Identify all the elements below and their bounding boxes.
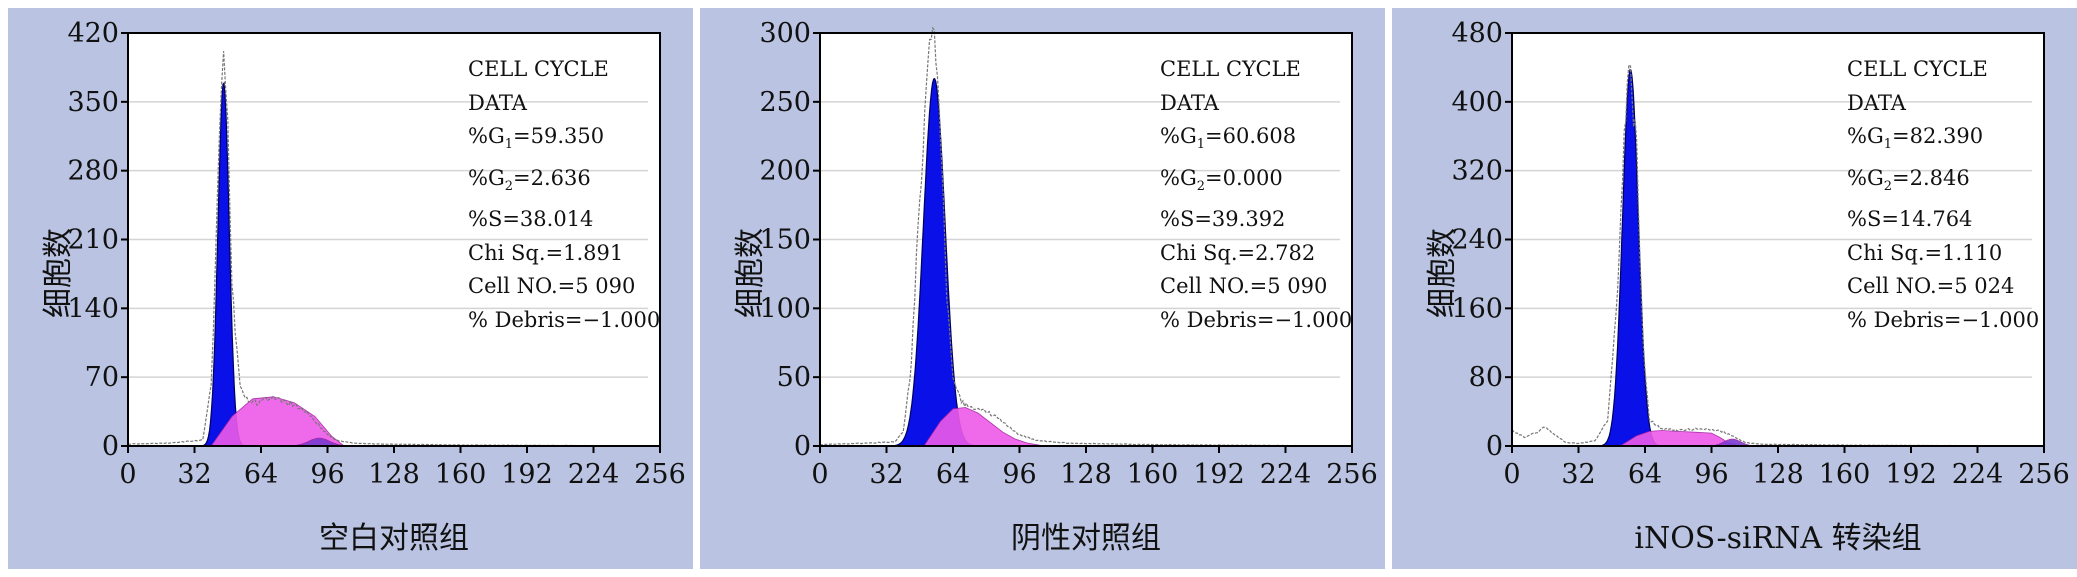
cell-cycle-stats: CELL CYCLE DATA %G1=59.350 %G2=2.636 %S=… (468, 53, 660, 337)
x-axis-label: 空白对照组 (319, 521, 469, 556)
y-tick-label: 100 (759, 293, 811, 324)
stats-title-cont: DATA (468, 90, 527, 115)
x-tick-label: 0 (119, 459, 136, 490)
s-stat: %S=14.764 (1847, 207, 1973, 232)
chi-sq-stat: Chi Sq.=2.782 (1160, 240, 1316, 265)
debris-stat: % Debris=−1.000 (1847, 307, 2040, 332)
y-tick-label: 80 (1469, 362, 1503, 393)
y-tick-label: 150 (759, 225, 811, 256)
x-tick-label: 192 (1885, 459, 1937, 490)
y-tick-label: 280 (67, 156, 119, 187)
histogram-panel-3: 0 80 160 240 320 400 480 0 32 64 96 128 160 192 224 256… (1392, 8, 2077, 569)
cell-count-stat: Cell NO.=5 024 (1847, 274, 2015, 299)
cell-count-stat: Cell NO.=5 090 (468, 274, 636, 299)
x-tick-label: 32 (177, 459, 211, 490)
x-tick-label: 0 (1503, 459, 1520, 490)
x-tick-label: 224 (1952, 459, 2004, 490)
x-tick-label: 0 (811, 459, 828, 490)
debris-stat: % Debris=−1.000 (1160, 307, 1353, 332)
x-tick-label: 192 (1193, 459, 1245, 490)
y-axis-label: 细胞数 (733, 228, 768, 318)
stats-title: CELL CYCLE (1160, 57, 1301, 81)
y-tick-label: 70 (85, 362, 119, 393)
s-stat: %S=39.392 (1160, 207, 1286, 232)
cell-cycle-stats: CELL CYCLE DATA %G1=82.390 %G2=2.846 %S=… (1847, 53, 2039, 337)
x-axis-label: iNOS-siRNA 转染组 (1634, 521, 1922, 556)
y-tick-label: 420 (67, 18, 119, 49)
y-axis-label: 细胞数 (41, 228, 76, 318)
x-tick-label: 96 (310, 459, 344, 490)
y-tick-label: 250 (759, 87, 811, 118)
x-tick-label: 256 (1326, 459, 1378, 490)
cell-cycle-stats: CELL CYCLE DATA %G1=60.608 %G2=0.000 %S=… (1160, 53, 1352, 337)
g2-stat: %G2=2.636 (468, 165, 591, 194)
g1-stat: %G1=59.350 (468, 124, 605, 153)
x-tick-label: 64 (244, 459, 278, 490)
x-tick-label: 160 (435, 459, 487, 490)
g1-stat: %G1=82.390 (1847, 124, 1984, 153)
g2-stat: %G2=0.000 (1160, 165, 1283, 194)
y-tick-label: 400 (1451, 87, 1503, 118)
stats-title-cont: DATA (1847, 90, 1906, 115)
x-tick-label: 224 (1260, 459, 1312, 490)
histogram-plot-1: 0 70 140 210 280 350 420 0 32 64 96 128 160 192 224 256 (67, 18, 686, 490)
x-tick-label: 160 (1127, 459, 1179, 490)
x-tick-label: 224 (568, 459, 620, 490)
x-tick-label: 128 (1060, 459, 1112, 490)
y-tick-label: 200 (759, 156, 811, 187)
stats-title-cont: DATA (1160, 90, 1219, 115)
y-tick-label: 0 (102, 431, 119, 462)
cell-count-stat: Cell NO.=5 090 (1160, 274, 1328, 299)
x-tick-label: 160 (1819, 459, 1871, 490)
y-tick-label: 480 (1451, 18, 1503, 49)
x-axis-label: 阴性对照组 (1011, 521, 1161, 556)
y-tick-label: 240 (1451, 225, 1503, 256)
debris-stat: % Debris=−1.000 (468, 307, 661, 332)
x-tick-label: 64 (1628, 459, 1662, 490)
chi-sq-stat: Chi Sq.=1.110 (1847, 240, 2003, 265)
y-tick-label: 350 (67, 87, 119, 118)
y-tick-label: 0 (794, 431, 811, 462)
y-tick-label: 50 (777, 362, 811, 393)
g2-stat: %G2=2.846 (1847, 165, 1970, 194)
x-tick-label: 128 (1752, 459, 1804, 490)
x-tick-label: 192 (501, 459, 553, 490)
x-tick-label: 96 (1002, 459, 1036, 490)
x-tick-label: 32 (1561, 459, 1595, 490)
y-tick-label: 0 (1486, 431, 1503, 462)
s-stat: %S=38.014 (468, 207, 594, 232)
x-tick-label: 256 (2018, 459, 2070, 490)
stats-title: CELL CYCLE (1847, 57, 1988, 81)
x-tick-label: 96 (1694, 459, 1728, 490)
y-tick-label: 320 (1451, 156, 1503, 187)
y-axis-label: 细胞数 (1425, 228, 1460, 318)
y-tick-label: 210 (67, 225, 119, 256)
x-tick-label: 128 (368, 459, 420, 490)
g1-stat: %G1=60.608 (1160, 124, 1297, 153)
histogram-panel-2: 0 50 100 150 200 250 300 0 32 64 96 128 160 192 224 256… (700, 8, 1385, 569)
stats-title: CELL CYCLE (468, 57, 609, 81)
histogram-panel-1: 0 70 140 210 280 350 420 0 32 64 96 128 160 192 224 256… (8, 8, 693, 569)
histogram-plot-2: 0 50 100 150 200 250 300 0 32 64 96 128 160 192 224 256 (759, 18, 1378, 490)
x-tick-label: 32 (869, 459, 903, 490)
x-tick-label: 64 (936, 459, 970, 490)
chi-sq-stat: Chi Sq.=1.891 (468, 240, 624, 265)
histogram-plot-3: 0 80 160 240 320 400 480 0 32 64 96 128 160 192 224 256 (1451, 18, 2070, 490)
y-tick-label: 140 (67, 293, 119, 324)
x-tick-label: 256 (634, 459, 686, 490)
y-tick-label: 160 (1451, 293, 1503, 324)
y-tick-label: 300 (759, 18, 811, 49)
